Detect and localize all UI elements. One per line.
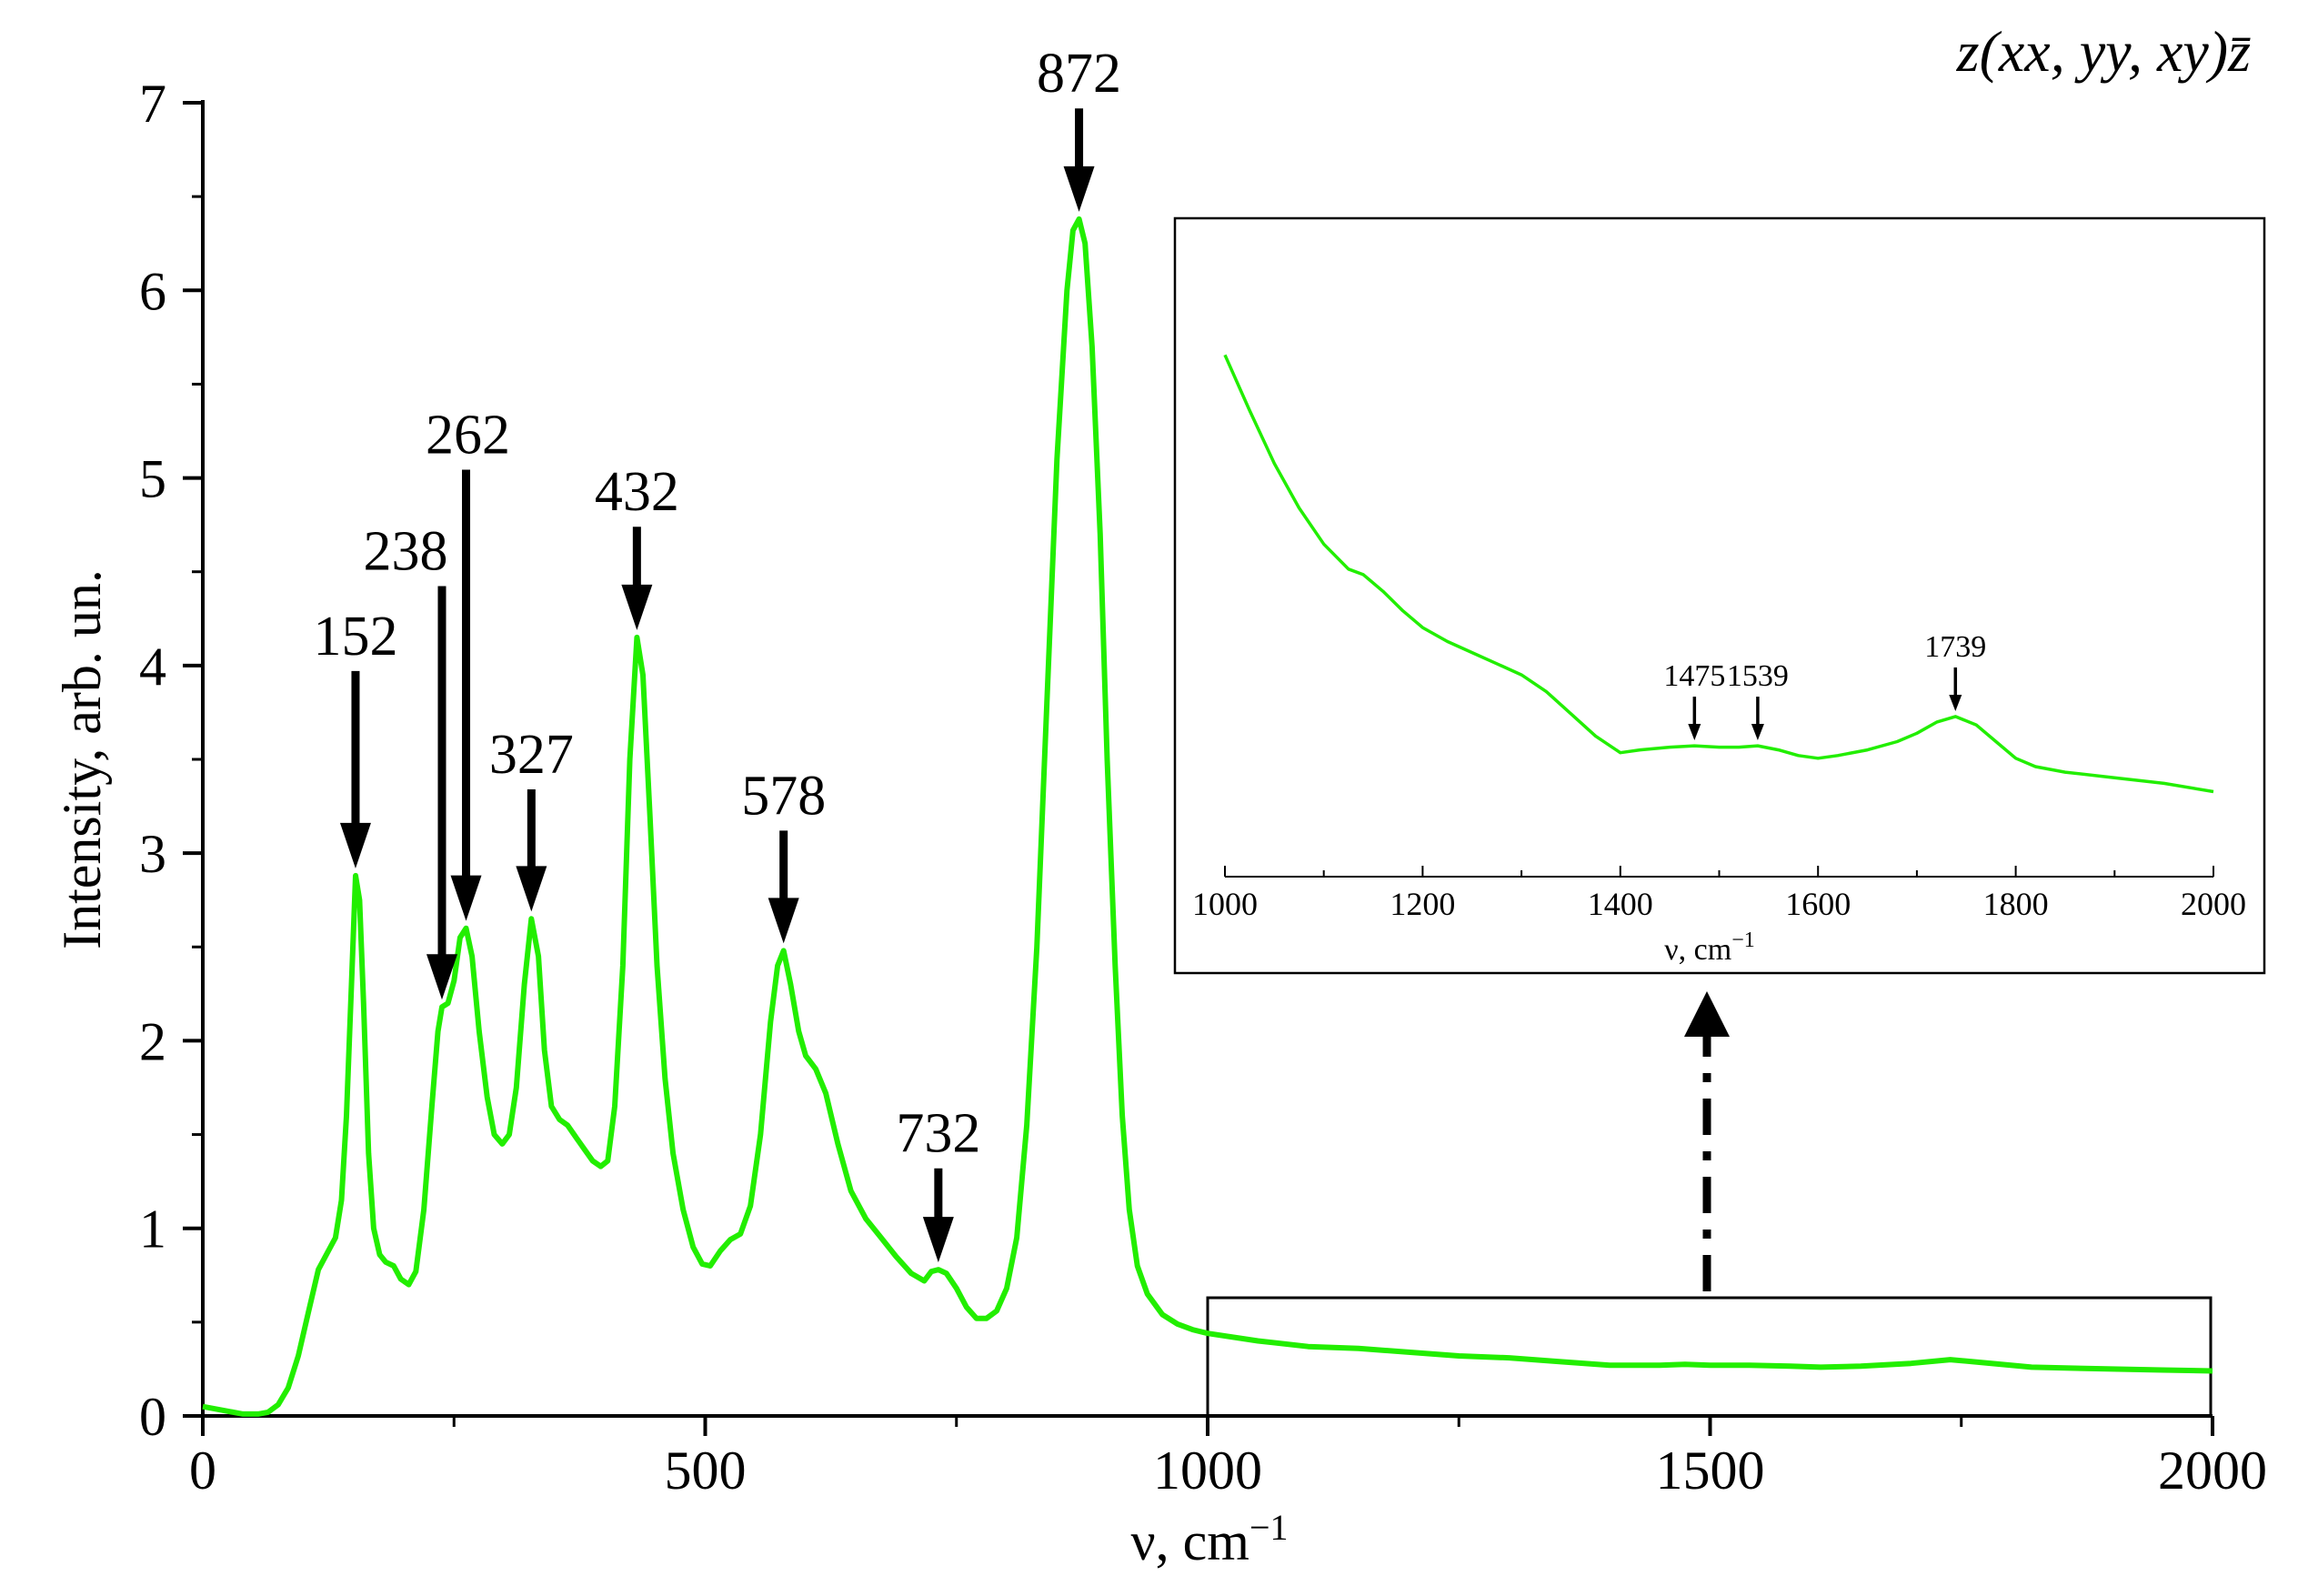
main-y-tick-label: 2 — [139, 1011, 166, 1071]
main-plot: 0 500 1000 1500 2000 0 1 2 3 4 5 6 7 152 238 262 327 43… — [52, 43, 2267, 1571]
peak-marker-327: 327 — [489, 724, 574, 912]
inset-x-tick-label: 1000 — [1192, 886, 1258, 922]
inset-x-tick-label: 1600 — [1785, 886, 1851, 922]
main-x-tick-label: 0 — [189, 1440, 216, 1501]
inset-peak-marker-1739: 1739 — [1924, 630, 1986, 711]
inset-peak-marker-1539: 1539 — [1727, 659, 1789, 741]
main-y-tick-label: 3 — [139, 824, 166, 884]
main-y-tick-label: 5 — [139, 449, 166, 509]
main-x-tick-label: 1500 — [1656, 1440, 1765, 1501]
main-x-tick-label: 500 — [665, 1440, 747, 1501]
peak-marker-578: 578 — [741, 765, 826, 944]
inset-x-tick-label: 1800 — [1983, 886, 2049, 922]
peak-label-732: 732 — [896, 1103, 980, 1165]
inset-peak-marker-1475: 1475 — [1663, 659, 1725, 741]
main-y-tick-label: 1 — [139, 1200, 166, 1260]
inset-x-axis-title: ν, cm−1 — [1664, 928, 1754, 967]
inset-frame — [1173, 216, 2266, 975]
peak-marker-432: 432 — [595, 461, 679, 630]
inset-peak-label-1475: 1475 — [1663, 659, 1725, 693]
main-y-tick-label: 7 — [139, 74, 166, 134]
peak-marker-872: 872 — [1037, 43, 1121, 212]
peak-marker-732: 732 — [896, 1103, 980, 1263]
main-series-line — [202, 216, 2213, 1417]
inset-plot: 1000 1200 1400 1600 1800 2000 1475 1539 1739 ν,… — [1173, 216, 2266, 975]
peak-label-432: 432 — [595, 461, 679, 523]
inset-peak-label-1739: 1739 — [1924, 630, 1986, 664]
peak-label-327: 327 — [489, 724, 574, 786]
scattering-geometry-label: z(xx, yy, xy)z̄ — [1956, 19, 2251, 84]
main-x-tick-label: 2000 — [2158, 1440, 2267, 1501]
peak-label-872: 872 — [1037, 43, 1121, 105]
peak-label-152: 152 — [313, 606, 397, 668]
peak-label-238: 238 — [363, 521, 447, 583]
zoom-connector-arrow — [1684, 991, 1730, 1291]
inset-x-tick-label: 2000 — [2181, 886, 2246, 922]
inset-x-tick-label: 1200 — [1390, 886, 1455, 922]
inset-peak-label-1539: 1539 — [1727, 659, 1789, 693]
peak-marker-262: 262 — [426, 405, 510, 921]
main-y-tick-label: 0 — [139, 1387, 166, 1447]
peak-label-578: 578 — [741, 765, 826, 827]
main-y-axis-title: Intensity, arb. un. — [52, 569, 112, 949]
main-x-axis-title: ν, cm−1 — [1131, 1507, 1289, 1571]
peak-label-262: 262 — [426, 405, 510, 467]
main-y-tick-label: 4 — [139, 637, 166, 697]
main-x-tick-label: 1000 — [1153, 1440, 1262, 1501]
inset-series-line — [1223, 354, 2214, 794]
main-y-tick-label: 6 — [139, 261, 166, 321]
peak-marker-238: 238 — [363, 521, 457, 1000]
peak-marker-152: 152 — [313, 606, 397, 868]
zoom-region-box — [1206, 1296, 2213, 1418]
inset-x-tick-label: 1400 — [1588, 886, 1653, 922]
